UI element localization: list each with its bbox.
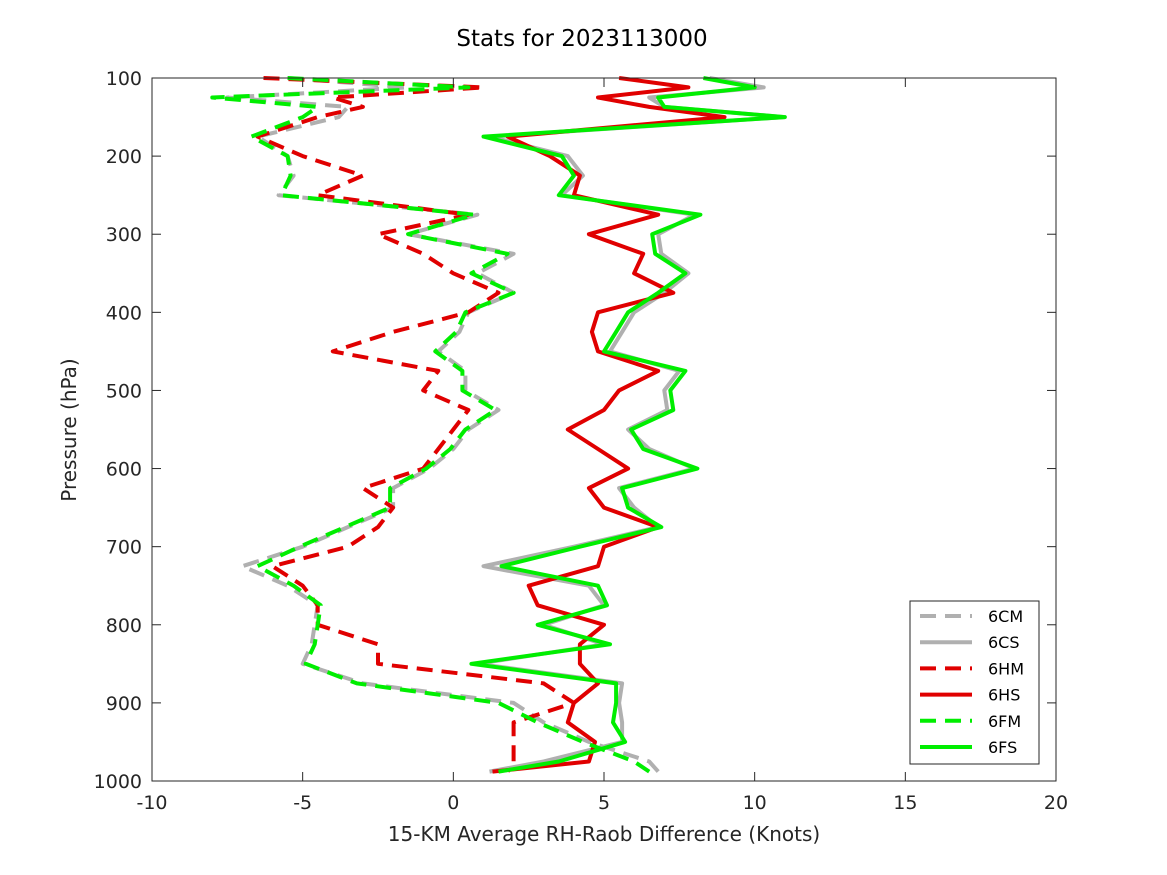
series-line-6fs	[469, 76, 787, 774]
legend-label-6hs: 6HS	[988, 686, 1020, 705]
y-tick-label: 800	[106, 615, 142, 637]
x-tick-label: 10	[743, 792, 767, 814]
series-line-6cm	[225, 76, 660, 773]
x-tick-label: 20	[1044, 792, 1068, 814]
x-tick-label: 15	[893, 792, 917, 814]
legend: 6CM 6CS 6HM 6HS 6FM 6FS	[909, 600, 1040, 765]
y-tick-label: 100	[106, 68, 142, 90]
y-tick-label: 500	[106, 380, 142, 402]
chart-title: Stats for 2023113000	[456, 26, 707, 52]
y-tick-label: 400	[106, 302, 142, 324]
series-line-6fm	[210, 76, 651, 774]
x-axis-label: 15-KM Average RH-Raob Difference (Knots)	[388, 822, 820, 846]
y-tick-label: 300	[106, 224, 142, 246]
x-tick-label: -5	[293, 792, 312, 814]
series-line-6hs	[492, 76, 727, 774]
x-tick-label: 0	[447, 792, 459, 814]
legend-label-6fm: 6FM	[988, 712, 1021, 731]
legend-label-6cs: 6CS	[988, 633, 1020, 652]
legend-label-6cm: 6CM	[988, 607, 1023, 626]
series-line-6cs	[475, 76, 787, 774]
x-tick-label: -10	[136, 792, 167, 814]
y-axis: 100 200 300 400 500 600 700 800 900 1000	[94, 68, 1056, 793]
series-line-6hm	[255, 76, 576, 773]
y-tick-label: 200	[106, 146, 142, 168]
y-tick-label: 700	[106, 537, 142, 559]
legend-label-6fs: 6FS	[988, 738, 1017, 757]
x-axis: -10 -5 0 5 10 15 20	[136, 78, 1068, 814]
y-axis-label: Pressure (hPa)	[57, 358, 81, 501]
y-tick-label: 1000	[94, 771, 142, 793]
plot-series	[210, 76, 787, 774]
y-tick-label: 600	[106, 459, 142, 481]
x-tick-label: 5	[598, 792, 610, 814]
legend-box	[909, 600, 1040, 765]
legend-label-6hm: 6HM	[988, 659, 1024, 678]
y-tick-label: 900	[106, 693, 142, 715]
